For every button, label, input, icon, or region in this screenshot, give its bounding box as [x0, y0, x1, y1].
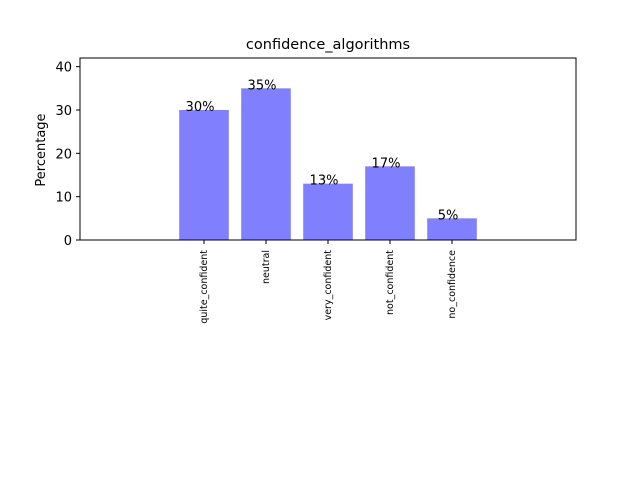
y-tick-label: 0 — [64, 234, 72, 249]
data-label-no_confidence: 5% — [438, 208, 459, 223]
data-label-not_confident: 17% — [372, 156, 401, 171]
bars-layer — [179, 88, 477, 240]
y-axis: 0 10 20 30 40 — [55, 61, 80, 249]
y-tick-label: 10 — [55, 191, 72, 206]
bar-not_confident — [365, 166, 415, 240]
y-tick-label: 20 — [55, 147, 72, 162]
x-tick-label-very_confident: very_confident — [323, 250, 334, 321]
y-tick-label: 40 — [55, 61, 72, 76]
x-tick-label-not_confident: not_confident — [385, 250, 396, 315]
chart-title: confidence_algorithms — [246, 37, 410, 53]
x-tick-label-neutral: neutral — [261, 250, 272, 284]
x-tick-label-quite_confident: quite_confident — [199, 250, 210, 324]
plot-frame — [79, 57, 577, 241]
bar-quite_confident — [179, 110, 229, 240]
data-label-neutral: 35% — [248, 78, 277, 93]
bar-neutral — [241, 88, 291, 240]
x-tick-label-no_confidence: no_confidence — [447, 250, 458, 319]
data-labels-layer: 30% 35% 13% 17% 5% — [186, 78, 459, 223]
y-axis-label: Percentage — [34, 113, 49, 186]
bar-very_confident — [303, 183, 353, 240]
y-tick-label: 30 — [55, 104, 72, 119]
data-label-very_confident: 13% — [310, 174, 339, 189]
x-axis: quite_confident neutral very_confident not_… — [199, 240, 458, 324]
data-label-quite_confident: 30% — [186, 100, 215, 115]
bar-no_confidence — [427, 218, 477, 240]
